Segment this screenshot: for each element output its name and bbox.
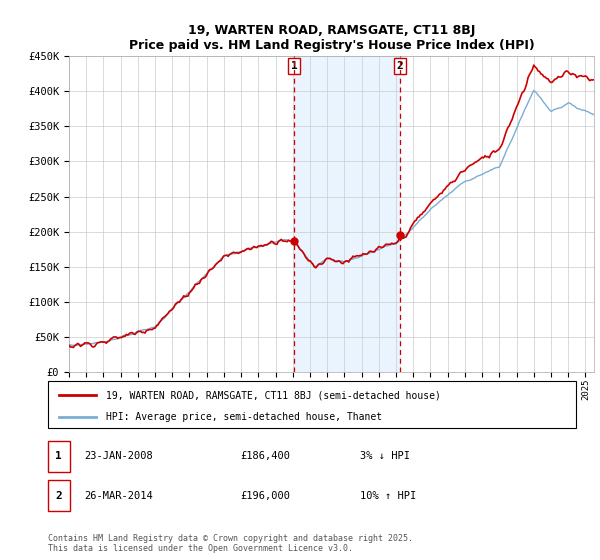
Text: 23-JAN-2008: 23-JAN-2008 xyxy=(85,451,154,461)
Text: 2: 2 xyxy=(55,491,62,501)
Text: 2: 2 xyxy=(397,60,404,71)
Text: 26-MAR-2014: 26-MAR-2014 xyxy=(85,491,154,501)
Text: 3% ↓ HPI: 3% ↓ HPI xyxy=(360,451,410,461)
Text: 1: 1 xyxy=(55,451,62,461)
Text: 1: 1 xyxy=(290,60,298,71)
Text: £186,400: £186,400 xyxy=(240,451,290,461)
Text: Contains HM Land Registry data © Crown copyright and database right 2025.
This d: Contains HM Land Registry data © Crown c… xyxy=(48,534,413,553)
Text: 19, WARTEN ROAD, RAMSGATE, CT11 8BJ (semi-detached house): 19, WARTEN ROAD, RAMSGATE, CT11 8BJ (sem… xyxy=(106,390,441,400)
Bar xyxy=(294,56,400,372)
Text: 10% ↑ HPI: 10% ↑ HPI xyxy=(360,491,416,501)
Title: 19, WARTEN ROAD, RAMSGATE, CT11 8BJ
Price paid vs. HM Land Registry's House Pric: 19, WARTEN ROAD, RAMSGATE, CT11 8BJ Pric… xyxy=(128,24,535,52)
Text: £196,000: £196,000 xyxy=(240,491,290,501)
Text: HPI: Average price, semi-detached house, Thanet: HPI: Average price, semi-detached house,… xyxy=(106,412,382,422)
